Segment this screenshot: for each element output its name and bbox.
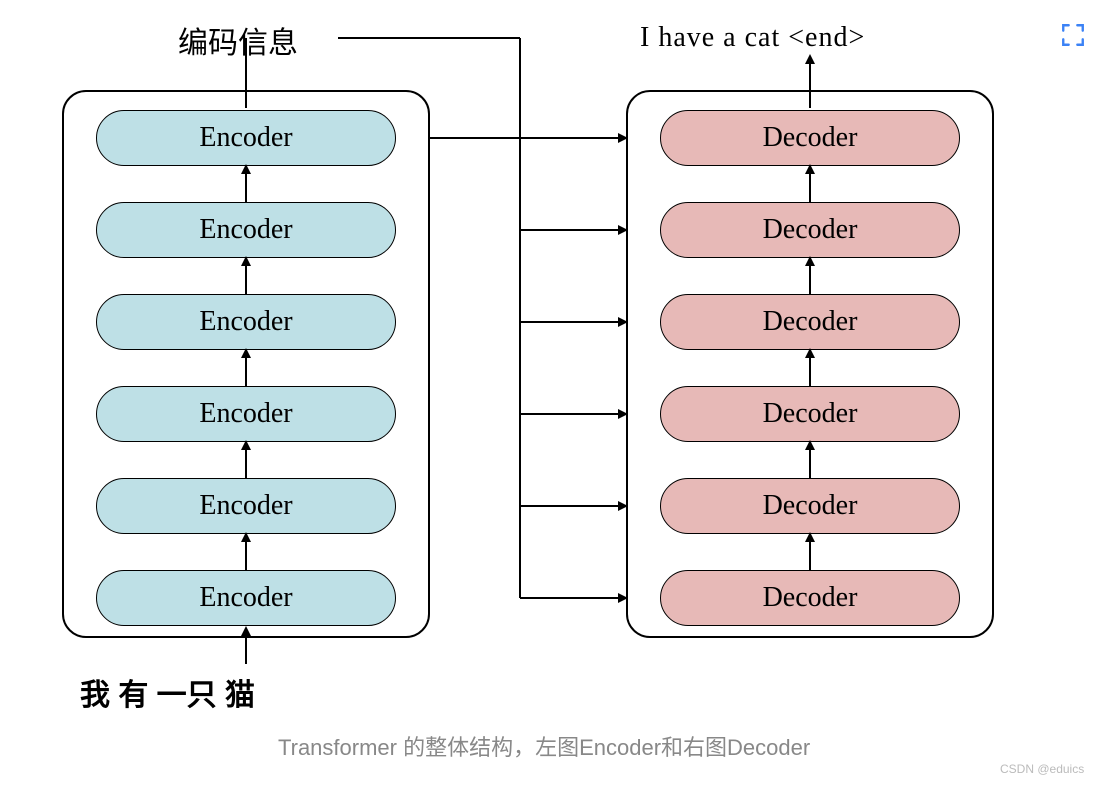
encoder-stack-box	[62, 90, 430, 638]
encoder-input-label: 我 有 一只 猫	[80, 670, 255, 714]
fullscreen-icon[interactable]	[1056, 18, 1090, 52]
decoder-block: Decoder	[660, 202, 960, 258]
encoder-block: Encoder	[96, 386, 396, 442]
encoder-top-label: 编码信息	[178, 18, 298, 62]
decoder-block: Decoder	[660, 386, 960, 442]
decoder-block: Decoder	[660, 478, 960, 534]
encoder-block: Encoder	[96, 570, 396, 626]
encoder-block: Encoder	[96, 478, 396, 534]
decoder-block: Decoder	[660, 570, 960, 626]
encoder-block: Encoder	[96, 110, 396, 166]
decoder-output-label: I have a cat <end>	[640, 22, 865, 54]
decoder-stack-box	[626, 90, 994, 638]
watermark-text: CSDN @eduics	[1000, 762, 1084, 776]
diagram-canvas: Encoder Encoder Encoder Encoder Encoder Encod…	[0, 0, 1114, 790]
figure-caption: Transformer 的整体结构，左图Encoder和右图Decoder	[278, 730, 810, 762]
decoder-block: Decoder	[660, 110, 960, 166]
encoder-block: Encoder	[96, 294, 396, 350]
decoder-block: Decoder	[660, 294, 960, 350]
encoder-block: Encoder	[96, 202, 396, 258]
